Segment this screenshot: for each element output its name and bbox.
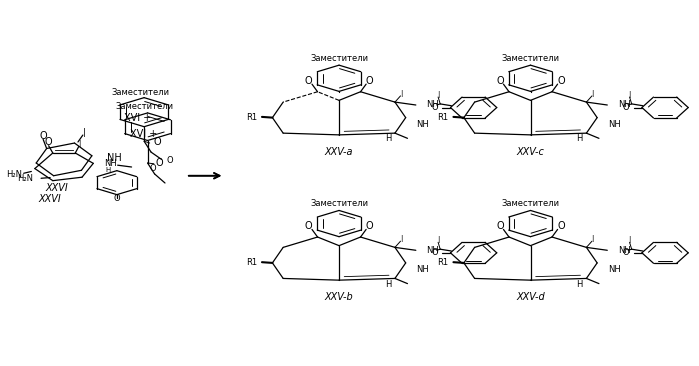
- Text: Заместители: Заместители: [115, 102, 173, 111]
- Text: |: |: [437, 236, 439, 243]
- Text: O: O: [431, 248, 438, 257]
- Text: |: |: [400, 90, 403, 97]
- Text: O: O: [557, 221, 565, 231]
- Text: O: O: [623, 103, 629, 112]
- Text: |: |: [400, 235, 403, 242]
- Text: H₂N: H₂N: [6, 169, 22, 179]
- Text: O: O: [366, 76, 373, 86]
- Text: NH: NH: [107, 153, 122, 163]
- Text: O: O: [44, 137, 52, 147]
- Text: H: H: [576, 134, 582, 143]
- Text: |: |: [628, 236, 630, 243]
- Text: XXVI: XXVI: [45, 183, 69, 194]
- Text: O: O: [305, 76, 312, 86]
- Text: XVI +: XVI +: [124, 113, 151, 123]
- Text: |: |: [628, 91, 630, 98]
- Text: NH: NH: [618, 101, 630, 109]
- Text: H: H: [576, 280, 582, 289]
- Text: R1: R1: [246, 258, 257, 268]
- Text: O: O: [496, 221, 504, 231]
- Text: Заместители: Заместители: [501, 199, 559, 208]
- Text: H: H: [106, 167, 111, 173]
- Text: NH: NH: [426, 246, 439, 255]
- Text: Заместители: Заместители: [501, 54, 559, 63]
- Text: Заместители: Заместители: [112, 88, 170, 97]
- Text: O: O: [431, 103, 438, 112]
- Text: |: |: [82, 128, 86, 137]
- Text: R1: R1: [438, 113, 449, 122]
- Text: Заместители: Заместители: [310, 199, 368, 208]
- Text: H₂N: H₂N: [17, 174, 33, 183]
- Text: NH: NH: [608, 265, 621, 274]
- Text: XXV-c: XXV-c: [517, 147, 545, 157]
- Text: R1: R1: [438, 258, 449, 268]
- Text: NH: NH: [417, 120, 429, 129]
- Text: H: H: [384, 134, 391, 143]
- Text: O: O: [623, 248, 629, 257]
- Text: XXV-b: XXV-b: [324, 292, 354, 302]
- Text: O: O: [305, 221, 312, 231]
- Text: H: H: [384, 280, 391, 289]
- Text: XVI +: XVI +: [131, 129, 158, 139]
- Text: R1: R1: [246, 113, 257, 122]
- Text: |: |: [591, 235, 594, 242]
- Text: NH: NH: [426, 101, 439, 109]
- Text: NH: NH: [618, 246, 630, 255]
- Text: NH: NH: [103, 159, 117, 168]
- Text: XXVI: XXVI: [38, 194, 62, 204]
- Text: NH: NH: [417, 265, 429, 274]
- Text: XXV-d: XXV-d: [516, 292, 545, 302]
- Text: O: O: [156, 158, 164, 168]
- Text: O: O: [166, 156, 173, 165]
- Text: |: |: [591, 90, 594, 97]
- Text: O: O: [557, 76, 565, 86]
- Text: O: O: [154, 137, 161, 147]
- Text: Заместители: Заместители: [310, 54, 368, 63]
- Text: O: O: [113, 194, 120, 203]
- Text: XXV-a: XXV-a: [325, 147, 353, 157]
- Text: O: O: [39, 131, 47, 141]
- Text: |: |: [437, 91, 439, 98]
- Text: O: O: [366, 221, 373, 231]
- Text: O: O: [150, 164, 157, 173]
- Text: NH: NH: [608, 120, 621, 129]
- Text: |: |: [78, 140, 80, 147]
- Text: O: O: [496, 76, 504, 86]
